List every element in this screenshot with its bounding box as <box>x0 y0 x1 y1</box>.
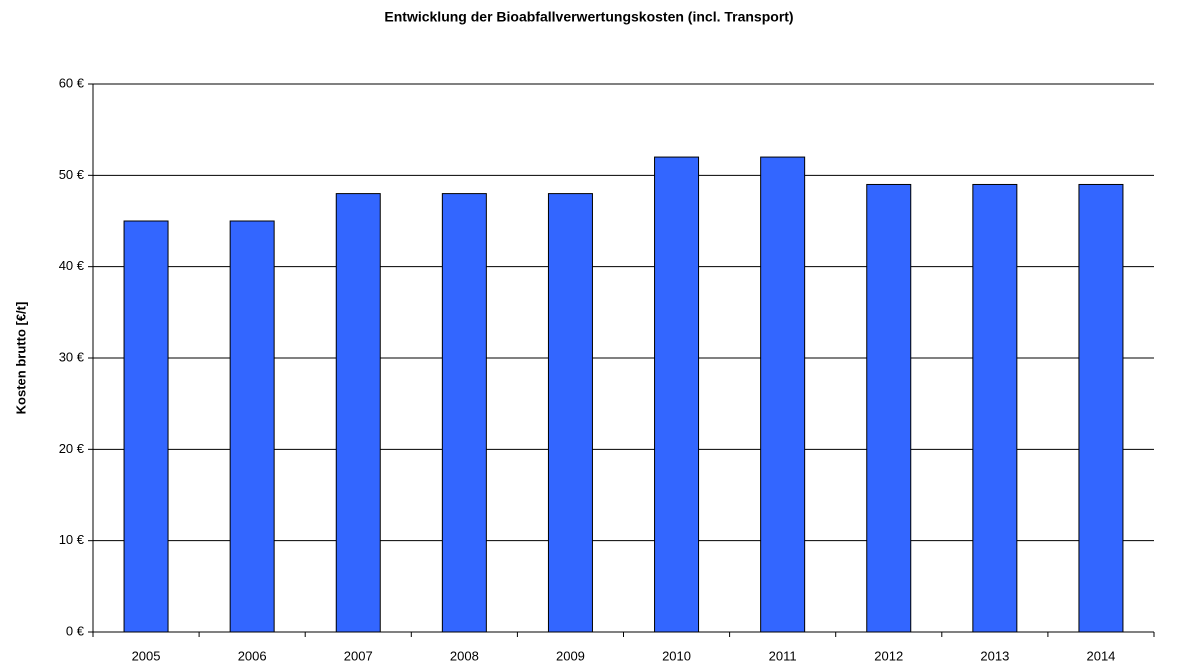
y-tick-label: 50 € <box>59 167 85 182</box>
x-tick-label: 2014 <box>1086 648 1115 663</box>
bar <box>547 193 593 633</box>
x-tick-label: 2011 <box>769 648 797 663</box>
bar <box>441 193 487 633</box>
y-tick-label: 30 € <box>59 349 85 364</box>
bar <box>123 220 169 633</box>
x-tick-label: 2010 <box>662 648 691 663</box>
y-tick-label: 40 € <box>59 258 85 273</box>
x-tick-label: 2005 <box>132 648 161 663</box>
x-tick-label: 2012 <box>874 648 903 663</box>
bar <box>1078 183 1124 633</box>
bar <box>335 193 381 633</box>
x-tick-label: 2006 <box>238 648 267 663</box>
x-tick-label: 2007 <box>344 648 373 663</box>
y-tick-label: 0 € <box>66 623 85 638</box>
y-tick-label: 20 € <box>59 441 85 456</box>
y-tick-label: 10 € <box>59 532 85 547</box>
chart-title: Entwicklung der Bioabfallverwertungskost… <box>384 9 793 25</box>
x-tick-label: 2013 <box>980 648 1009 663</box>
bar <box>229 220 275 633</box>
bar <box>760 156 806 633</box>
y-tick-label: 60 € <box>59 75 85 90</box>
bar <box>972 183 1018 633</box>
x-tick-label: 2008 <box>450 648 479 663</box>
bar <box>866 183 912 633</box>
x-tick-label: 2009 <box>556 648 585 663</box>
bar <box>654 156 700 633</box>
y-axis-label: Kosten brutto [€/t] <box>13 302 28 415</box>
